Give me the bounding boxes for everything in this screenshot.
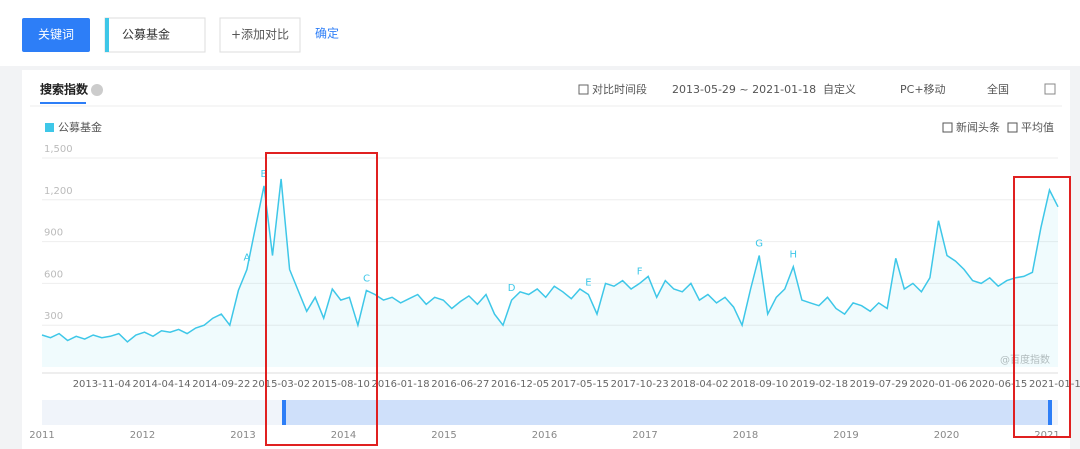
- x-tick-label: 2017-05-15: [551, 379, 609, 390]
- annotation: C: [363, 273, 370, 284]
- slider-range[interactable]: [284, 400, 1052, 425]
- y-tick-label: 1,500: [44, 144, 73, 155]
- help-icon[interactable]: [91, 84, 103, 96]
- y-tick-label: 1,200: [44, 186, 73, 197]
- news[interactable]: 新闻头条: [956, 120, 1000, 134]
- add-compare: +添加对比: [231, 28, 289, 42]
- year-label: 2020: [934, 430, 959, 441]
- year-label: 2014: [331, 430, 356, 441]
- x-tick-label: 2021-01-18: [1029, 379, 1080, 390]
- x-tick-label: 2016-06-27: [431, 379, 489, 390]
- tab-underline: [40, 102, 86, 104]
- x-tick-label: 2020-06-15: [969, 379, 1027, 390]
- annotation: D: [508, 283, 516, 294]
- x-tick-label: 2019-02-18: [790, 379, 848, 390]
- watermark: @百度指数: [1000, 353, 1050, 366]
- annotation: H: [790, 250, 798, 261]
- x-tick-label: 2018-04-02: [670, 379, 728, 390]
- year-label: 2011: [29, 430, 54, 441]
- keyword-color: [105, 18, 109, 52]
- year-label: 2015: [431, 430, 456, 441]
- x-tick-label: 2015-03-02: [252, 379, 310, 390]
- news-checkbox[interactable]: [942, 122, 953, 133]
- x-tick-label: 2015-08-10: [312, 379, 370, 390]
- x-tick-label: 2014-09-22: [192, 379, 250, 390]
- annotation: A: [243, 252, 250, 263]
- x-tick-label: 2016-01-18: [372, 379, 430, 390]
- legend-label: 公募基金: [58, 120, 102, 134]
- export-icon[interactable]: [1044, 83, 1056, 95]
- annotation: G: [755, 239, 763, 250]
- keyword-box[interactable]: [104, 17, 206, 53]
- date-range[interactable]: 2013-05-29 ~ 2021-01-18: [672, 83, 816, 96]
- x-tick-label: 2016-12-05: [491, 379, 549, 390]
- legend-swatch: [45, 123, 54, 132]
- year-label: 2013: [230, 430, 255, 441]
- line: [41, 178, 1059, 343]
- panel: [22, 70, 1070, 449]
- compare-checkbox[interactable]: [578, 84, 589, 95]
- device[interactable]: PC+移动: [900, 83, 946, 96]
- y-tick-label: 300: [44, 311, 63, 322]
- year-label: 2017: [632, 430, 657, 441]
- keyword-tab[interactable]: [22, 18, 90, 52]
- x-tick-label: 2018-09-10: [730, 379, 788, 390]
- region[interactable]: 全国: [987, 82, 1009, 96]
- x-tick-label: 2013-11-04: [73, 379, 131, 390]
- tab[interactable]: 搜索指数: [40, 82, 89, 97]
- annotation: F: [637, 266, 643, 277]
- slider-handle[interactable]: [1048, 400, 1052, 425]
- year-label: 2019: [833, 430, 858, 441]
- x-tick-label: 2014-04-14: [132, 379, 190, 390]
- year-label: 2016: [532, 430, 557, 441]
- average-checkbox[interactable]: [1007, 122, 1018, 133]
- y-tick-label: 900: [44, 228, 63, 239]
- keyword-tab-label: 关键词: [38, 28, 74, 42]
- x-tick-label: 2020-01-06: [909, 379, 967, 390]
- keyword: 公募基金: [122, 27, 170, 42]
- line-area: [42, 178, 1058, 367]
- year-label: 2018: [733, 430, 758, 441]
- x-tick-label: 2017-10-23: [611, 379, 669, 390]
- y-tick-label: 600: [44, 269, 63, 280]
- annotation: B: [261, 169, 268, 180]
- average[interactable]: 平均值: [1021, 121, 1054, 134]
- slider-handle[interactable]: [282, 400, 286, 425]
- annotation: E: [585, 278, 591, 289]
- compare-period[interactable]: 对比时间段: [592, 82, 647, 96]
- add-compare-box[interactable]: [219, 17, 301, 53]
- highlight-box: [1013, 176, 1071, 438]
- x-tick-label: 2019-07-29: [850, 379, 908, 390]
- custom[interactable]: 自定义: [823, 82, 856, 96]
- year-label: 2021: [1034, 430, 1059, 441]
- slider-years: 2011 2012 2013 2014 2015 2016 2017 2018 2019 2020…: [29, 430, 1059, 441]
- highlight-box: [265, 152, 378, 446]
- confirm[interactable]: 确定: [315, 26, 339, 41]
- year-label: 2012: [130, 430, 155, 441]
